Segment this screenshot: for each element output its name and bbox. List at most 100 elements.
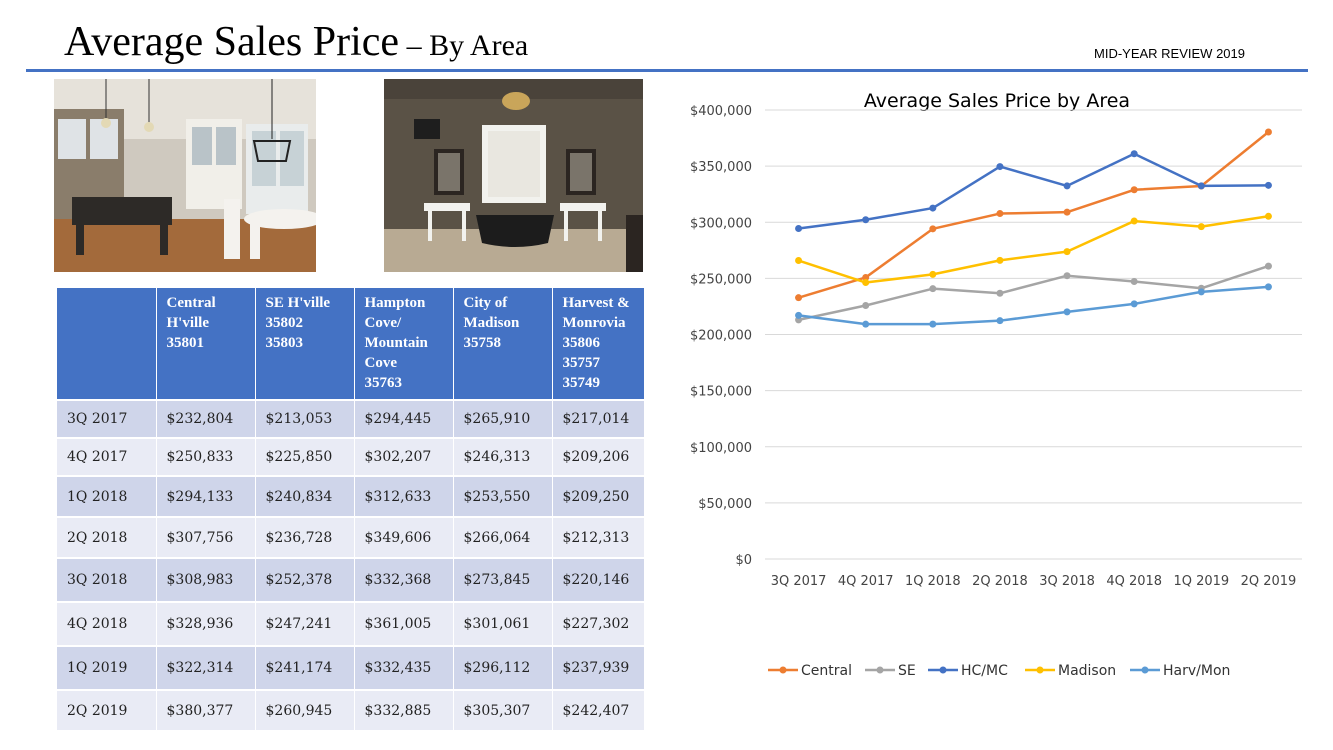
table-cell: $213,053 xyxy=(255,399,355,438)
x-tick-label: 3Q 2017 xyxy=(771,574,827,589)
legend-marker xyxy=(779,666,787,674)
y-tick-label: $50,000 xyxy=(698,497,752,512)
row-period-label: 1Q 2018 xyxy=(57,475,157,517)
table-cell: $247,241 xyxy=(255,601,355,646)
chart-title: Average Sales Price by Area xyxy=(864,90,1130,112)
row-period-label: 2Q 2019 xyxy=(57,689,157,730)
table-cell: $380,377 xyxy=(156,689,256,730)
data-point xyxy=(795,294,803,302)
data-point xyxy=(996,289,1004,297)
data-point xyxy=(1130,186,1138,194)
table-cell: $332,435 xyxy=(354,645,454,690)
table-header-cell: SE H'ville 35802 35803 xyxy=(255,288,355,400)
table-cell: $273,845 xyxy=(453,557,553,602)
y-tick-label: $200,000 xyxy=(690,329,752,344)
table-cell: $232,804 xyxy=(156,399,256,438)
table-cell: $227,302 xyxy=(552,601,644,646)
data-point xyxy=(929,204,937,212)
page-title-main: Average Sales Price xyxy=(64,19,400,65)
data-point xyxy=(1197,288,1205,296)
data-point xyxy=(862,273,870,281)
table-cell: $312,633 xyxy=(354,475,454,517)
data-point xyxy=(996,210,1004,218)
table-header-cell: Harvest & Monrovia 35806 35757 35749 xyxy=(552,288,644,400)
legend-label: Central xyxy=(801,663,852,679)
kitchen-photo xyxy=(54,79,316,272)
x-tick-label: 4Q 2018 xyxy=(1106,574,1162,589)
table-cell: $241,174 xyxy=(255,645,355,690)
data-point xyxy=(862,216,870,224)
row-period-label: 4Q 2017 xyxy=(57,437,157,476)
table-cell: $305,307 xyxy=(453,689,553,730)
row-period-label: 1Q 2019 xyxy=(57,645,157,690)
legend-marker xyxy=(1036,666,1044,674)
data-point xyxy=(795,311,803,319)
table-header-cell: City of Madison 35758 xyxy=(453,288,553,400)
table-cell: $242,407 xyxy=(552,689,644,730)
legend-marker xyxy=(939,666,947,674)
table-cell: $220,146 xyxy=(552,557,644,602)
legend-label: Harv/Mon xyxy=(1163,663,1230,679)
table-cell: $253,550 xyxy=(453,475,553,517)
data-point xyxy=(862,320,870,328)
table-cell: $332,885 xyxy=(354,689,454,730)
series-line xyxy=(798,215,1269,284)
data-point xyxy=(1063,208,1071,216)
table-cell: $328,936 xyxy=(156,601,256,646)
table-cell: $361,005 xyxy=(354,601,454,646)
x-tick-label: 2Q 2018 xyxy=(972,574,1028,589)
data-point xyxy=(929,320,937,328)
table-cell: $307,756 xyxy=(156,516,256,558)
data-point xyxy=(1063,308,1071,316)
y-tick-label: $100,000 xyxy=(690,441,752,456)
table-cell: $236,728 xyxy=(255,516,355,558)
y-tick-label: $250,000 xyxy=(690,272,752,287)
data-point xyxy=(929,225,937,233)
table-cell: $322,314 xyxy=(156,645,256,690)
data-point xyxy=(795,257,803,265)
row-period-label: 4Q 2018 xyxy=(57,601,157,646)
legend-label: SE xyxy=(898,663,916,679)
data-point xyxy=(1130,277,1138,285)
bathroom-photo xyxy=(384,79,643,272)
data-point xyxy=(862,279,870,287)
table-cell: $308,983 xyxy=(156,557,256,602)
table-cell: $250,833 xyxy=(156,437,256,476)
data-point xyxy=(1063,182,1071,190)
data-point xyxy=(1130,150,1138,158)
x-tick-label: 4Q 2017 xyxy=(838,574,894,589)
series-line xyxy=(798,285,1269,326)
review-label: MID-YEAR REVIEW 2019 xyxy=(1094,46,1245,61)
data-point xyxy=(1264,262,1272,270)
table-cell: $212,313 xyxy=(552,516,644,558)
table-header-cell xyxy=(57,288,157,400)
table-row: 1Q 2019 $322,314 $241,174 $332,435 $296,112 $… xyxy=(57,645,644,690)
table-cell: $266,064 xyxy=(453,516,553,558)
table-header-row: Central H'ville 35801 SE H'ville 35802 3… xyxy=(57,288,644,400)
table-cell: $225,850 xyxy=(255,437,355,476)
data-point xyxy=(1197,223,1205,231)
table-cell: $252,378 xyxy=(255,557,355,602)
table-cell: $302,207 xyxy=(354,437,454,476)
table-cell: $260,945 xyxy=(255,689,355,730)
row-period-label: 3Q 2017 xyxy=(57,399,157,438)
data-point xyxy=(996,163,1004,171)
data-point xyxy=(1130,300,1138,308)
table-cell: $301,061 xyxy=(453,601,553,646)
table-cell: $217,014 xyxy=(552,399,644,438)
series-line xyxy=(798,131,1270,299)
table-header-cell: Hampton Cove/ Mountain Cove 35763 xyxy=(354,288,454,400)
x-tick-label: 2Q 2019 xyxy=(1241,574,1297,589)
legend-marker xyxy=(876,666,884,674)
y-tick-label: $150,000 xyxy=(690,385,752,400)
data-point xyxy=(1063,248,1071,256)
header-divider xyxy=(26,69,1308,72)
data-point xyxy=(795,224,803,232)
y-tick-label: $0 xyxy=(735,553,752,568)
x-tick-label: 3Q 2018 xyxy=(1039,574,1095,589)
table-row: 1Q 2018 $294,133 $240,834 $312,633 $253,550 $… xyxy=(57,475,644,517)
table-row: 4Q 2017 $250,833 $225,850 $302,207 $246,313 $… xyxy=(57,437,644,476)
table-header-cell: Central H'ville 35801 xyxy=(156,288,256,400)
page-title-sub: – By Area xyxy=(399,29,529,62)
table-cell: $209,206 xyxy=(552,437,644,476)
